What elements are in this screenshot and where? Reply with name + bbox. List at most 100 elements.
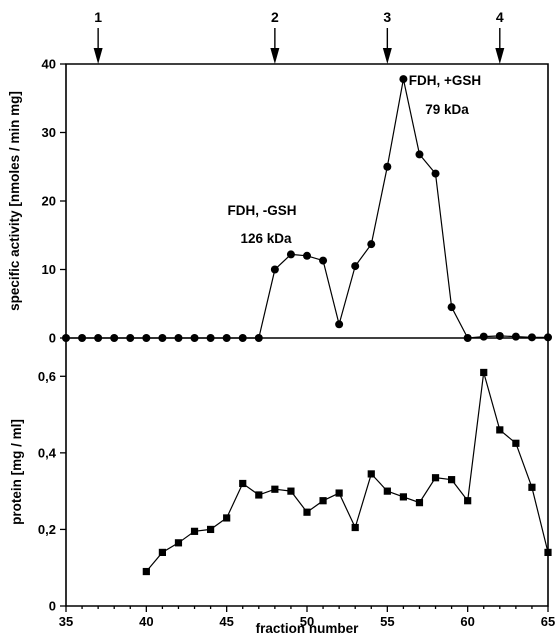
protein-data-point — [287, 487, 295, 495]
protein-y-tick-label: 0 — [49, 599, 56, 614]
activity-data-point — [511, 332, 520, 341]
activity-data-point — [495, 331, 504, 340]
activity-data-point — [286, 250, 295, 259]
protein-data-point — [367, 470, 375, 478]
x-tick-label: 55 — [380, 614, 394, 629]
x-tick-label: 50 — [300, 614, 314, 629]
activity-data-point — [303, 251, 311, 260]
protein-y-tick-label: 0,6 — [38, 369, 56, 384]
annotation-fdh-minus-gsh-mass: 126 kDa — [240, 231, 292, 246]
activity-data-point — [527, 333, 536, 342]
activity-data-point — [158, 334, 167, 342]
x-ticks: 35 40 45 50 55 60 65 — [59, 606, 555, 629]
activity-y-tick-label: 40 — [42, 57, 56, 72]
activity-y-tick-label: 0 — [49, 331, 56, 346]
activity-data-point — [335, 320, 344, 329]
protein-data-point — [207, 525, 215, 534]
activity-data-point — [78, 334, 87, 342]
top-y-axis-title: specific activity [nmoles / min mg] — [7, 91, 22, 311]
activity-y-tick-label: 20 — [42, 194, 56, 209]
x-tick-label: 65 — [541, 614, 555, 629]
protein-data-point — [303, 508, 311, 516]
activity-data-point — [367, 240, 376, 249]
top-panel: 0 10 20 30 40 FDH, -GSH 126 kDa FDH, +GSH 79… — [42, 57, 552, 346]
protein-data-point — [142, 567, 150, 576]
activity-series-line — [66, 78, 548, 339]
protein-data-point — [158, 548, 166, 556]
bottom-y-axis-title: protein [mg / ml] — [9, 419, 24, 525]
protein-data-point — [239, 479, 247, 488]
annotation-fdh-plus-gsh-mass: 79 kDa — [425, 102, 469, 117]
annotation-fdh-minus-gsh-name: FDH, -GSH — [228, 203, 297, 218]
protein-y-tick-label: 0,4 — [38, 445, 57, 460]
annotation-fdh-plus-gsh-name: FDH, +GSH — [409, 73, 481, 88]
fraction-marker-arrowhead — [495, 48, 505, 64]
activity-data-point — [431, 169, 440, 178]
activity-data-point — [206, 334, 215, 342]
bottom-y-ticks: 0 0,2 0,4 0,6 — [38, 369, 66, 614]
fraction-marker-label: 2 — [271, 9, 279, 25]
protein-data-point — [544, 548, 552, 556]
x-tick-label: 60 — [460, 614, 474, 629]
protein-y-tick-label: 0,2 — [38, 522, 56, 537]
fraction-marker-label: 4 — [496, 9, 504, 25]
protein-data-point — [383, 487, 391, 495]
activity-data-point — [254, 334, 263, 342]
x-axis-title: fraction number — [256, 621, 360, 636]
fraction-markers: 1 2 3 4 — [93, 9, 505, 64]
fraction-marker-label: 1 — [94, 9, 102, 25]
protein-data-point — [271, 485, 279, 493]
protein-data-point — [335, 489, 343, 497]
bottom-panel: 0 0,2 0,4 0,6 35 40 45 50 55 60 65 — [38, 338, 555, 629]
protein-data-point — [415, 499, 424, 507]
activity-data-point — [415, 150, 424, 159]
x-tick-label: 40 — [139, 614, 153, 629]
protein-data-point — [431, 474, 440, 482]
activity-y-tick-label: 30 — [42, 125, 56, 140]
protein-data-point — [190, 527, 199, 535]
bottom-panel-frame — [65, 338, 549, 607]
top-y-ticks: 0 10 20 30 40 — [42, 57, 66, 346]
protein-data-point — [255, 491, 263, 499]
protein-data-point — [512, 439, 520, 447]
fraction-marker-arrowhead — [382, 48, 392, 64]
activity-data-point — [94, 334, 103, 342]
protein-data-point — [223, 514, 231, 522]
activity-data-point — [447, 303, 456, 312]
activity-data-point — [126, 334, 135, 342]
x-tick-label: 45 — [219, 614, 233, 629]
activity-data-point — [351, 262, 360, 271]
protein-data-point — [496, 426, 504, 434]
top-series — [62, 75, 552, 342]
protein-series-line — [145, 372, 549, 572]
top-panel-frame — [65, 63, 549, 338]
activity-data-point — [544, 333, 552, 342]
fraction-marker-arrowhead — [270, 48, 280, 64]
activity-data-point — [270, 265, 279, 274]
activity-y-tick-label: 10 — [42, 262, 56, 277]
protein-data-point — [319, 497, 327, 505]
activity-data-point — [383, 162, 392, 171]
protein-data-point — [448, 476, 456, 484]
activity-data-point — [142, 334, 151, 342]
activity-data-point — [399, 75, 408, 84]
activity-data-point — [479, 332, 488, 341]
fraction-marker-label: 3 — [383, 9, 391, 25]
x-tick-label: 35 — [59, 614, 73, 629]
activity-data-point — [238, 334, 247, 342]
activity-data-point — [222, 334, 231, 342]
activity-data-point — [190, 334, 199, 342]
activity-data-point — [319, 256, 328, 265]
fraction-marker-arrowhead — [93, 48, 103, 64]
protein-data-point — [174, 539, 183, 547]
protein-data-point — [399, 493, 407, 501]
bottom-series — [142, 368, 552, 576]
activity-data-point — [110, 334, 119, 342]
activity-data-point — [174, 334, 183, 342]
protein-data-point — [480, 368, 488, 377]
protein-data-point — [464, 497, 472, 505]
activity-data-point — [463, 334, 472, 342]
protein-data-point — [351, 523, 359, 532]
protein-data-point — [528, 483, 536, 491]
